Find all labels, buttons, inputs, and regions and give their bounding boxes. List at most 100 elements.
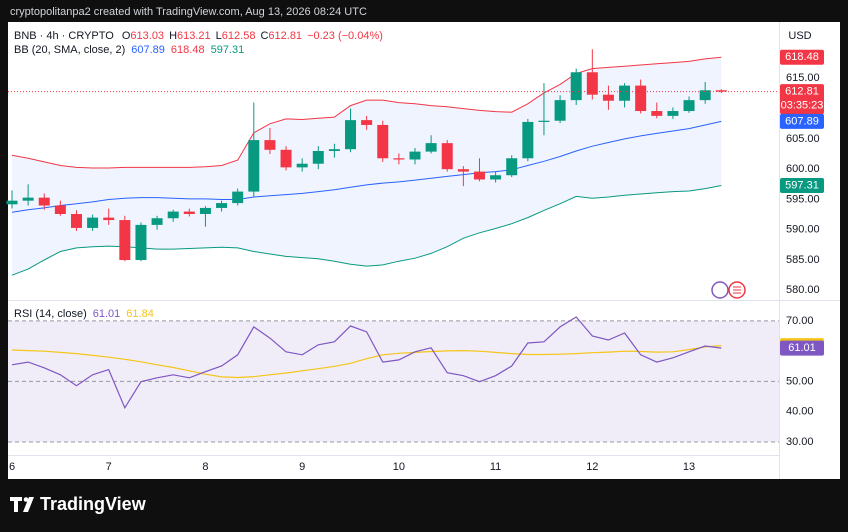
y-tick-label: 580.00 (786, 284, 820, 296)
currency: USD (788, 30, 811, 42)
candle-body (570, 72, 582, 101)
y-tick-label: 40.00 (786, 406, 814, 418)
indicator-name: BB (20, SMA, close, 2) (14, 44, 125, 56)
y-tick-label: 70.00 (786, 315, 814, 327)
candle-body (264, 140, 276, 150)
candle-body (232, 191, 244, 204)
candle-body (199, 207, 211, 214)
candle-body (6, 200, 18, 205)
candle-body (425, 143, 437, 152)
x-tick-label: 6 (9, 461, 15, 473)
candle-body (38, 197, 50, 206)
candle-body (183, 211, 195, 214)
candle-body (328, 149, 340, 152)
candle-body (151, 218, 163, 225)
candle-body (441, 143, 453, 170)
legend-row: RSI (14, close) 61.01 61.84 (14, 308, 154, 320)
candle-body (457, 169, 469, 172)
candle-body (554, 100, 566, 121)
ohlc-value: 612.58 (222, 30, 256, 42)
ohlc-label: C (260, 30, 268, 42)
price-badge (780, 49, 824, 65)
candle-body (699, 90, 711, 101)
indicator-value: 618.48 (171, 44, 205, 56)
candle-body (216, 203, 228, 208)
y-tick-label: 590.00 (786, 224, 820, 236)
candle-body (296, 163, 308, 168)
y-tick-label: 615.00 (786, 72, 820, 84)
y-tick-label: 50.00 (786, 375, 814, 387)
legend-row: BB (20, SMA, close, 2) 607.89 618.48 597.31 (14, 44, 244, 56)
price-badge (780, 84, 824, 115)
candle-body (667, 111, 679, 116)
indicator-value: 61.84 (126, 308, 154, 320)
countdown: 03:35:23 (781, 99, 824, 111)
caption: cryptopolitanpa2 created with TradingVie… (10, 6, 367, 18)
price-badge-label: 597.31 (785, 179, 819, 191)
indicator-name: RSI (14, close) (14, 308, 87, 320)
candle-body (409, 151, 421, 160)
indicator-icons (711, 281, 746, 299)
candle-body (70, 213, 82, 228)
candle-body (280, 149, 292, 168)
candle-body (522, 121, 534, 159)
y-tick-label: 585.00 (786, 254, 820, 266)
x-tick-label: 13 (683, 461, 695, 473)
rsi-line (11, 345, 722, 379)
bb-line (11, 56, 722, 169)
candle-body (586, 72, 598, 95)
candle-body (473, 171, 485, 180)
price-badge (780, 340, 824, 356)
y-tick-label: 605.00 (786, 133, 820, 145)
candle-body (119, 220, 131, 261)
candle-body (619, 85, 631, 101)
ohlc-label: O (122, 30, 131, 42)
ohlc-value: 613.21 (177, 30, 211, 42)
x-tick-label: 12 (586, 461, 598, 473)
candle-body (377, 124, 389, 159)
symbol: BNB · 4h · CRYPTO (14, 30, 114, 42)
x-tick-label: 9 (299, 461, 305, 473)
price-badge (780, 113, 824, 129)
price-badge (780, 177, 824, 193)
candle-body (87, 217, 99, 228)
y-tick-label: 600.00 (786, 163, 820, 175)
candle-body (312, 151, 324, 164)
brand-logo (10, 497, 34, 512)
x-tick-label: 10 (393, 461, 405, 473)
candle-body (103, 217, 115, 221)
candle-body (538, 120, 550, 122)
price-badge-label: 61.01 (788, 342, 816, 354)
candle-body (715, 90, 727, 92)
candle-body (651, 111, 663, 116)
y-tick-label: 30.00 (786, 436, 814, 448)
candle-body (22, 197, 34, 201)
ohlc-label: H (169, 30, 177, 42)
indicator-value: 607.89 (131, 44, 165, 56)
ohlc-value: 613.03 (130, 30, 164, 42)
candle-body (248, 140, 260, 192)
bb-line (11, 120, 722, 213)
candle-body (345, 120, 357, 150)
price-badge-label: 607.89 (785, 115, 819, 127)
candle-body (506, 158, 518, 176)
candle-body (393, 158, 405, 160)
ohlc-value: 612.81 (268, 30, 302, 42)
candle-body (361, 120, 373, 125)
candle-body (602, 94, 614, 101)
candle-body (167, 211, 179, 219)
candle-body (490, 175, 502, 180)
y-tick-label: 595.00 (786, 193, 820, 205)
indicator-value: 61.01 (93, 308, 121, 320)
candle-body (54, 205, 66, 214)
legend-row: BNB · 4h · CRYPTO O613.03 H613.21 L612.58 C6… (14, 30, 383, 42)
candle-body (635, 85, 647, 112)
rsi-line (11, 316, 722, 410)
candle-body (683, 100, 695, 112)
brand-name: TradingView (40, 494, 147, 514)
x-tick-label: 8 (202, 461, 208, 473)
x-tick-label: 11 (490, 461, 501, 473)
price-badge-label: 612.81 (785, 85, 819, 97)
